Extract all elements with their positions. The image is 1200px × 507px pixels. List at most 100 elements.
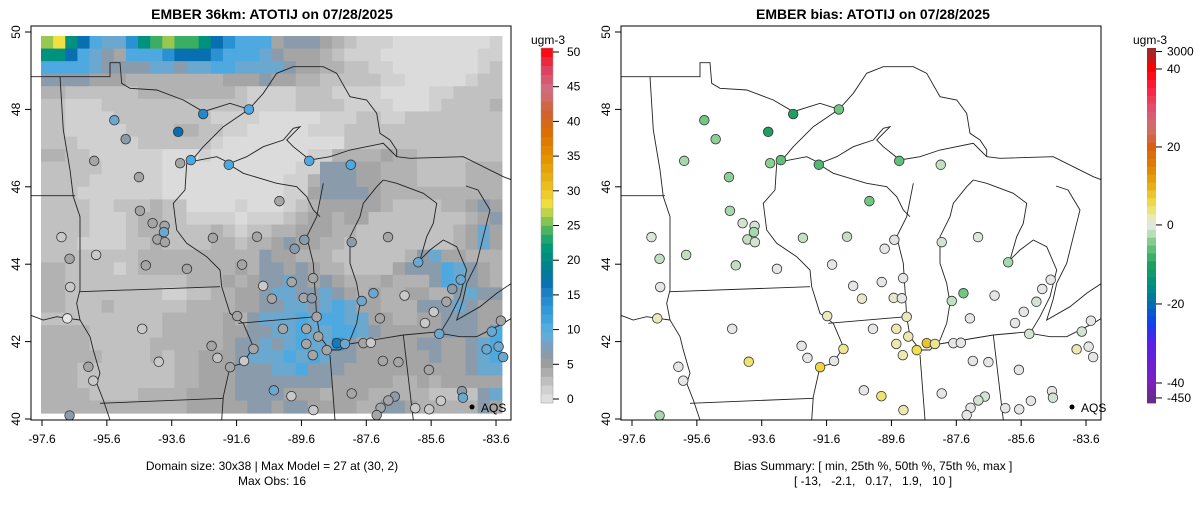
grid-cell [465, 249, 479, 263]
grid-cell [210, 36, 224, 50]
grid-cell [356, 274, 370, 288]
grid-cell [210, 325, 224, 339]
grid-cell [319, 299, 333, 314]
y-tick-label: 42 [9, 335, 23, 349]
station-marker [212, 352, 223, 364]
station-marker [847, 280, 859, 292]
grid-cell [125, 325, 139, 339]
grid-cell [453, 48, 467, 62]
grid-cell [356, 312, 370, 326]
station-marker [346, 236, 357, 248]
boundary-line [238, 316, 317, 324]
grid-cell [77, 36, 91, 50]
grid-cell [453, 312, 467, 326]
grid-cell [453, 249, 467, 263]
grid-cell [198, 73, 212, 87]
grid-cell [453, 262, 467, 276]
station-marker [814, 361, 826, 373]
grid-cell [65, 48, 78, 62]
grid-cell [307, 73, 321, 87]
grid-cell [53, 211, 66, 226]
grid-cell [162, 199, 175, 213]
colorbar-bin [1147, 63, 1156, 73]
grid-cell [222, 237, 236, 251]
grid-cell [259, 325, 272, 339]
grid-cell [113, 224, 127, 238]
grid-cell [332, 36, 345, 50]
grid-cell [356, 36, 370, 50]
grid-cell [465, 186, 479, 200]
grid-cell [295, 48, 309, 62]
grid-cell [53, 36, 66, 50]
grid-cell [380, 98, 394, 112]
grid-cell [162, 98, 175, 112]
grid-cell [162, 299, 175, 314]
colorbar-tick-label: -40 [1167, 376, 1185, 390]
grid-cell [392, 98, 406, 112]
grid-cell [198, 36, 212, 50]
grid-cell [319, 249, 333, 263]
x-tick-label: -95.6 [93, 432, 121, 446]
grid-cell [477, 400, 491, 414]
grid-cell [441, 337, 454, 351]
grid-cell [319, 262, 333, 276]
colorbar-bin [1147, 339, 1156, 349]
colorbar-bin [1147, 213, 1156, 222]
grid-cell [319, 149, 333, 163]
grid-cell [429, 61, 442, 75]
grid-cell [174, 287, 188, 301]
grid-cell [222, 287, 236, 301]
grid-cell [489, 186, 503, 200]
colorbar-bin [541, 358, 553, 368]
x-tick-label: -97.6 [28, 432, 56, 446]
colorbar-bin [1147, 300, 1156, 309]
grid-cell [162, 48, 175, 62]
grid-cell [138, 224, 151, 238]
colorbar-bin [541, 323, 553, 333]
grid-cell [368, 61, 382, 75]
grid-cell [138, 337, 151, 351]
colorbar-bin [1147, 324, 1156, 333]
grid-cell [113, 262, 127, 276]
grid-cell [174, 375, 188, 389]
grid-cell [150, 274, 163, 288]
grid-cell [222, 111, 236, 125]
grid-cell [368, 262, 382, 276]
grid-cell [283, 199, 297, 213]
station-marker [339, 338, 351, 350]
grid-cell [101, 274, 115, 288]
grid-cell [380, 161, 394, 175]
grid-cell [162, 262, 175, 276]
grid-cell [210, 249, 224, 263]
colorbar-bin [541, 136, 553, 147]
grid-cell [271, 224, 285, 238]
grid-cell [332, 262, 345, 276]
grid-cell [222, 299, 236, 314]
grid-cell [356, 400, 370, 414]
station-marker [897, 349, 908, 361]
grid-cell [53, 161, 66, 175]
grid-cell [332, 274, 345, 288]
grid-cell [247, 149, 260, 163]
grid-cell [368, 375, 382, 389]
grid-cell [247, 48, 260, 62]
colorbar-bin [1147, 103, 1156, 112]
grid-cell [295, 299, 309, 314]
grid-cell [150, 36, 163, 50]
grid-cell [356, 350, 370, 364]
grid-cell [89, 136, 103, 150]
grid-cell [489, 249, 503, 263]
grid-cell [489, 149, 503, 163]
grid-cell [271, 48, 285, 62]
grid-cell [162, 186, 175, 200]
grid-cell [441, 262, 454, 276]
station-marker [879, 243, 890, 254]
grid-cell [186, 274, 200, 288]
grid-cell [186, 73, 200, 87]
boundary-line [455, 185, 511, 321]
grid-cell [113, 149, 127, 163]
grid-cell [113, 211, 127, 226]
station-marker [299, 234, 310, 246]
grid-cell [332, 312, 345, 326]
grid-cell [222, 211, 236, 226]
